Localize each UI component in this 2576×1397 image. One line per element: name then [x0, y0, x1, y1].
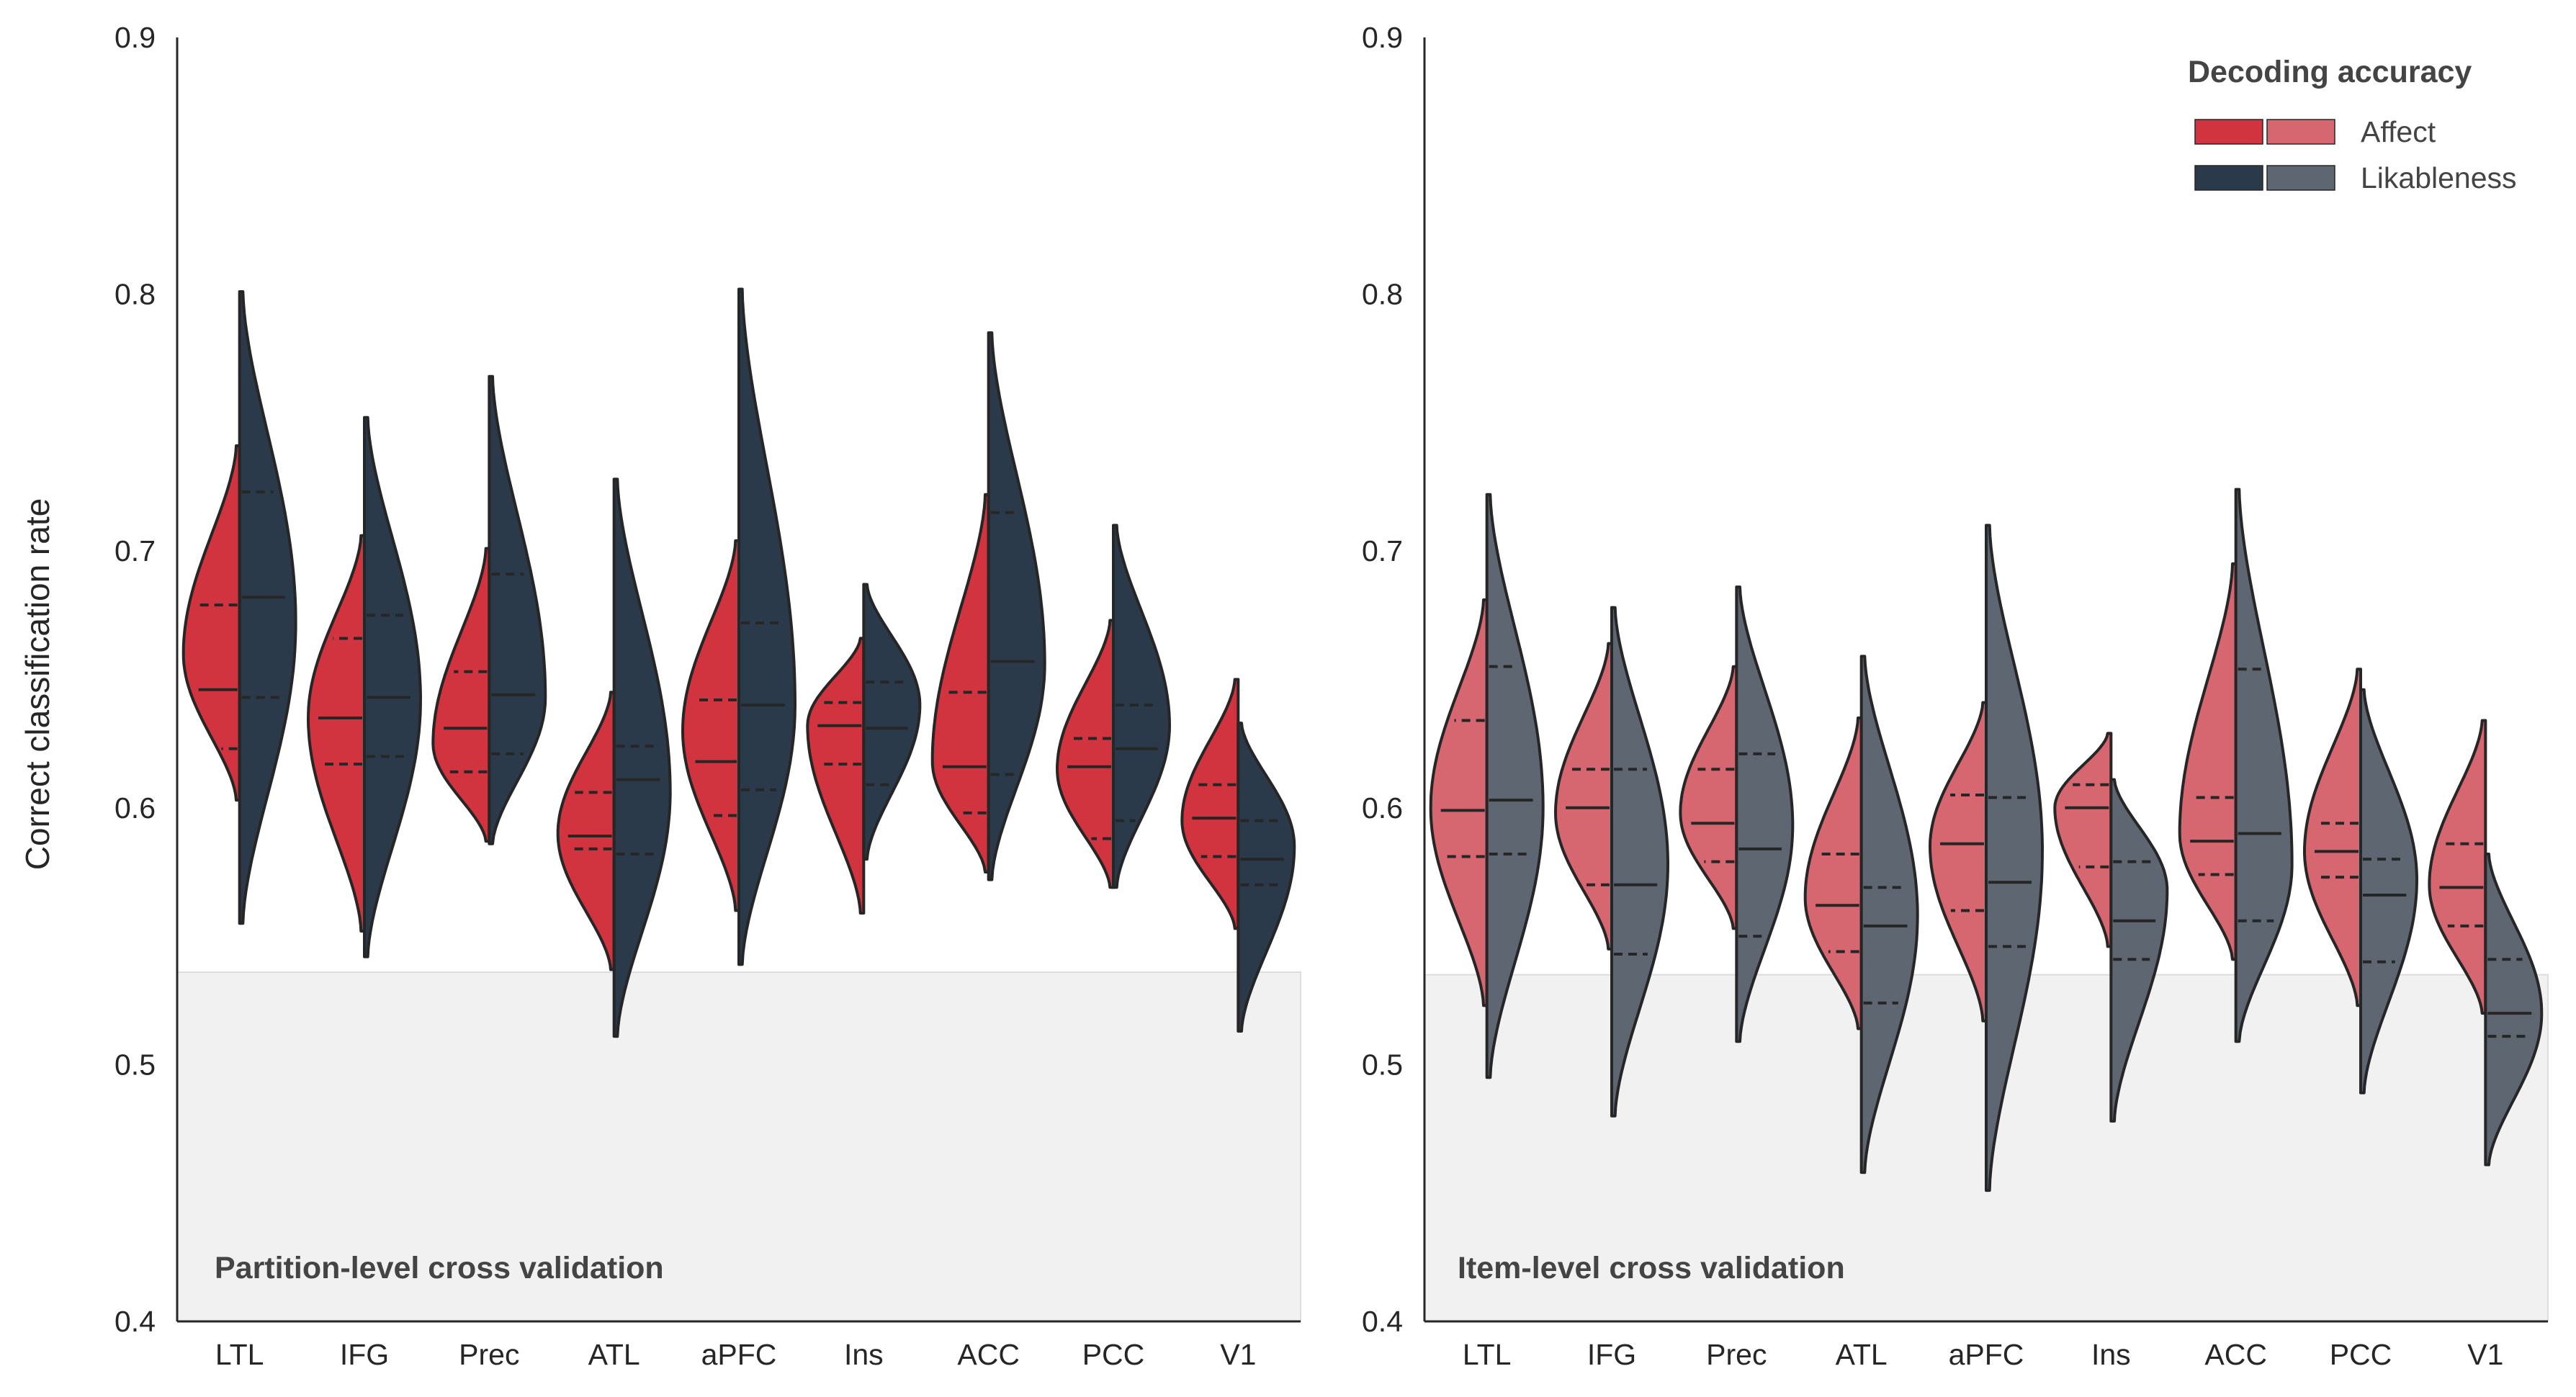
violin-half-likableness-pcc — [2359, 688, 2418, 1095]
panel-label: Item-level cross validation — [1458, 1251, 1845, 1285]
violin-half-likableness-ifg — [1610, 606, 1669, 1118]
violin-half-likableness-prec — [488, 374, 547, 845]
x-tick-label: ATL — [588, 1338, 640, 1371]
x-axis-ticks: LTL IFG Prec ATL aPFC Ins ACC PCC V1 — [215, 1338, 1257, 1371]
violin-half-affect-ifg — [1554, 642, 1613, 951]
x-tick-label: IFG — [340, 1338, 389, 1371]
chance-band — [176, 971, 1301, 1323]
violin-half-affect-ltl — [1429, 598, 1489, 1007]
y-tick-label: 0.9 — [1362, 21, 1403, 54]
violin-half-affect-apfc — [681, 539, 740, 912]
violin-half-likableness-atl — [1859, 655, 1919, 1174]
y-tick-label: 0.9 — [115, 21, 156, 54]
y-axis-ticks: 0.4 0.5 0.6 0.7 0.8 0.9 — [115, 21, 156, 1338]
legend-swatch-affect-partition — [2194, 119, 2263, 145]
panel-label: Partition-level cross validation — [215, 1251, 664, 1285]
x-tick-label: PCC — [1082, 1338, 1145, 1371]
y-tick-label: 0.6 — [1362, 791, 1403, 825]
violin-half-likableness-pcc — [1112, 524, 1171, 889]
partition-level-panel: 0.4 0.5 0.6 0.7 0.8 0.9 LTL IFG Prec ATL aPFC Ins A… — [115, 21, 1301, 1371]
violin-half-affect-v1 — [2428, 719, 2487, 1015]
violin-group — [181, 287, 1296, 1038]
y-tick-label: 0.8 — [1362, 278, 1403, 311]
violin-half-affect-pcc — [1056, 619, 1115, 889]
violin-half-affect-acc — [930, 493, 990, 873]
x-tick-label: Ins — [2091, 1338, 2131, 1371]
y-tick-label: 0.4 — [1362, 1305, 1403, 1338]
violin-half-likableness-ins — [862, 583, 922, 861]
violin-half-affect-atl — [556, 691, 616, 971]
violin-group — [1429, 488, 2544, 1192]
y-tick-label: 0.7 — [115, 534, 156, 567]
violin-half-affect-v1 — [1180, 678, 1240, 930]
legend-label-affect: Affect — [2361, 115, 2436, 148]
violin-half-affect-ins — [806, 637, 866, 915]
violin-half-likableness-ltl — [238, 290, 297, 925]
legend-swatch-affect-item — [2266, 119, 2335, 145]
x-tick-label: aPFC — [701, 1338, 777, 1371]
x-axis-ticks: LTL IFG Prec ATL aPFC Ins ACC PCC V1 — [1463, 1338, 2504, 1371]
y-tick-label: 0.5 — [1362, 1048, 1403, 1081]
y-tick-label: 0.4 — [115, 1305, 156, 1338]
violin-half-affect-ltl — [181, 444, 241, 802]
x-tick-label: aPFC — [1949, 1338, 2024, 1371]
violin-half-affect-ins — [2053, 732, 2113, 948]
x-tick-label: ACC — [957, 1338, 1020, 1371]
violin-half-likableness-ins — [2109, 778, 2169, 1123]
x-tick-label: Ins — [844, 1338, 884, 1371]
item-level-panel: 0.4 0.5 0.6 0.7 0.8 0.9 LTL IFG Prec ATL aPFC Ins A… — [1362, 21, 2549, 1371]
violin-half-affect-prec — [431, 547, 491, 843]
violin-half-affect-atl — [1803, 716, 1863, 1030]
legend-swatch-likableness-item — [2266, 165, 2335, 191]
x-tick-label: Prec — [459, 1338, 519, 1371]
y-tick-label: 0.8 — [115, 278, 156, 311]
x-tick-label: LTL — [1463, 1338, 1512, 1371]
x-tick-label: ACC — [2204, 1338, 2267, 1371]
y-axis-ticks: 0.4 0.5 0.6 0.7 0.8 0.9 — [1362, 21, 1403, 1338]
violin-half-likableness-ifg — [363, 415, 422, 958]
violin-half-likableness-v1 — [2484, 852, 2544, 1167]
x-tick-label: LTL — [215, 1338, 264, 1371]
violin-half-likableness-atl — [612, 477, 672, 1038]
y-tick-label: 0.7 — [1362, 534, 1403, 567]
violin-half-likableness-v1 — [1237, 722, 1296, 1033]
legend-label-likableness: Likableness — [2361, 161, 2517, 194]
legend-title: Decoding accuracy — [2188, 55, 2472, 89]
x-tick-label: ATL — [1836, 1338, 1888, 1371]
legend: Decoding accuracy Affect Likableness — [2188, 55, 2517, 194]
x-tick-label: PCC — [2330, 1338, 2392, 1371]
y-tick-label: 0.5 — [115, 1048, 156, 1081]
violin-half-affect-apfc — [1929, 701, 1988, 1023]
y-axis-title: Correct classification rate — [19, 498, 56, 870]
violin-half-likableness-acc — [2234, 488, 2294, 1043]
violin-half-likableness-apfc — [737, 287, 796, 966]
violin-half-likableness-prec — [1735, 585, 1795, 1043]
y-tick-label: 0.6 — [115, 791, 156, 825]
violin-half-affect-acc — [2178, 562, 2238, 961]
x-tick-label: IFG — [1587, 1338, 1636, 1371]
x-tick-label: Prec — [1706, 1338, 1767, 1371]
violin-half-affect-ifg — [307, 534, 366, 933]
violin-half-likableness-acc — [987, 331, 1046, 881]
violin-half-likableness-ltl — [1485, 493, 1545, 1079]
legend-swatch-likableness-partition — [2194, 165, 2263, 191]
violin-half-affect-prec — [1679, 665, 1738, 930]
violin-half-affect-pcc — [2303, 668, 2362, 1007]
violin-half-likableness-apfc — [1985, 524, 2044, 1192]
x-tick-label: V1 — [2467, 1338, 2503, 1371]
x-tick-label: V1 — [1220, 1338, 1256, 1371]
